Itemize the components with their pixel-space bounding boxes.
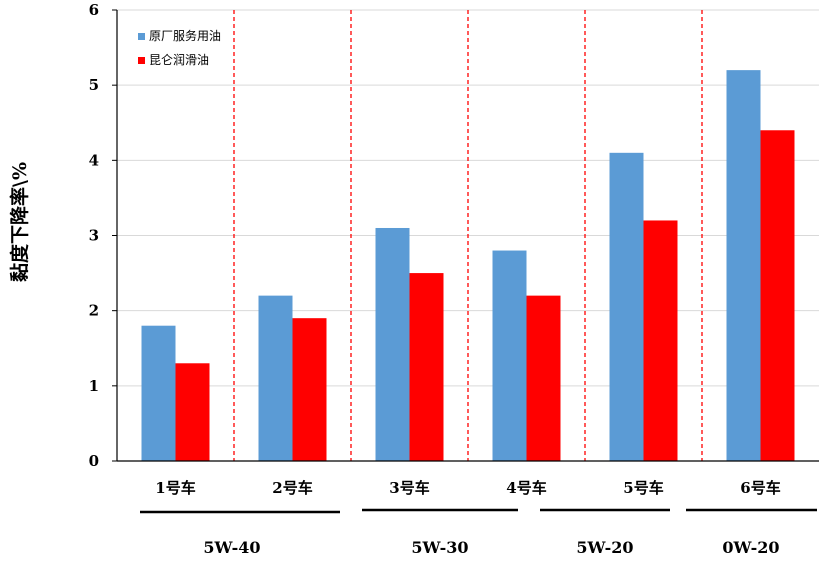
- group-separators: [233, 10, 703, 461]
- bar-kunlun: [409, 273, 444, 461]
- x-category-label: 1号车: [155, 479, 195, 497]
- bar-kunlun: [292, 318, 327, 461]
- legend-entry: 昆仑润滑油: [149, 53, 209, 67]
- y-tick-label: 3: [89, 227, 99, 245]
- axes: [116, 10, 819, 462]
- group-label: 0W-20: [722, 538, 779, 557]
- y-tick-label: 0: [89, 452, 99, 470]
- group-label: 5W-40: [203, 538, 260, 557]
- group-label: 5W-30: [411, 538, 468, 557]
- bar-kunlun: [643, 220, 678, 461]
- x-category-label: 5号车: [623, 479, 663, 497]
- y-axis-label: 黏度下降率\%: [8, 162, 31, 282]
- x-category-label: 6号车: [740, 479, 780, 497]
- y-tick-label: 6: [89, 1, 99, 19]
- x-category-labels: 1号车 2号车 3号车 4号车 5号车 6号车: [155, 479, 780, 497]
- bar-oem: [375, 227, 410, 461]
- bar-oem: [609, 152, 644, 462]
- legend-swatch: [138, 57, 145, 64]
- y-tick-label: 2: [89, 302, 99, 320]
- gridlines: [112, 9, 819, 462]
- bar-oem: [258, 295, 293, 461]
- group-label: 5W-20: [576, 538, 633, 557]
- x-category-label: 4号车: [506, 479, 546, 497]
- y-tick-labels: 0 1 2 3 4 5 6: [89, 1, 99, 470]
- y-tick-label: 5: [89, 76, 99, 94]
- bars: [141, 70, 795, 462]
- bar-oem: [141, 325, 176, 461]
- group-brackets: 5W-40 5W-30 5W-20 0W-20: [140, 508, 817, 557]
- legend-entry: 原厂服务用油: [149, 28, 221, 43]
- bar-kunlun: [526, 295, 561, 461]
- bar-kunlun: [760, 130, 795, 461]
- bar-oem: [726, 70, 761, 461]
- x-category-label: 3号车: [389, 479, 429, 497]
- bar-oem: [492, 250, 527, 461]
- y-tick-label: 4: [89, 151, 99, 169]
- legend-swatch: [138, 33, 145, 40]
- y-tick-label: 1: [89, 377, 99, 395]
- x-category-label: 2号车: [272, 479, 312, 497]
- bar-kunlun: [175, 363, 210, 461]
